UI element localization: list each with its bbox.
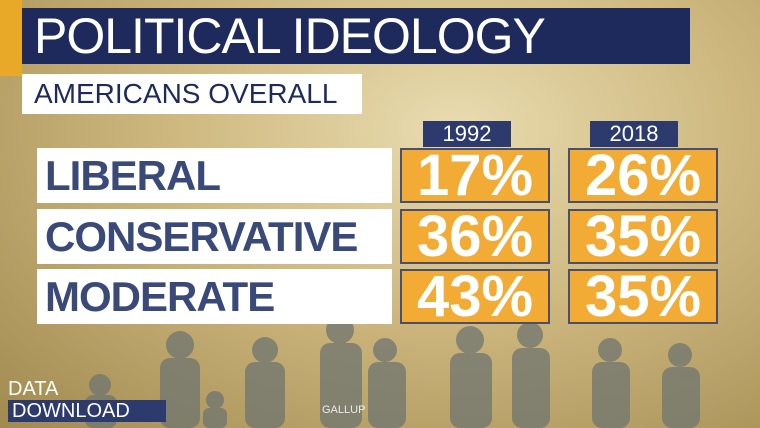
row-label: MODERATE <box>37 269 392 324</box>
accent-bar <box>0 0 22 76</box>
brand-bottom: DOWNLOAD <box>8 400 166 422</box>
value-cell: 26% <box>568 143 718 208</box>
value-cell: 35% <box>568 204 718 269</box>
column-header: 2018 <box>590 121 678 147</box>
value-cell: 36% <box>400 204 550 269</box>
row-label: LIBERAL <box>37 148 392 203</box>
value-cell: 17% <box>400 143 550 208</box>
brand-top: DATA <box>8 378 59 400</box>
source: GALLUP <box>322 404 366 416</box>
title: POLITICAL IDEOLOGY <box>22 8 690 64</box>
row-label: CONSERVATIVE <box>37 209 392 264</box>
value-cell: 43% <box>400 264 550 329</box>
column-header: 1992 <box>423 121 511 147</box>
subtitle: AMERICANS OVERALL <box>22 74 362 114</box>
value-cell: 35% <box>568 264 718 329</box>
